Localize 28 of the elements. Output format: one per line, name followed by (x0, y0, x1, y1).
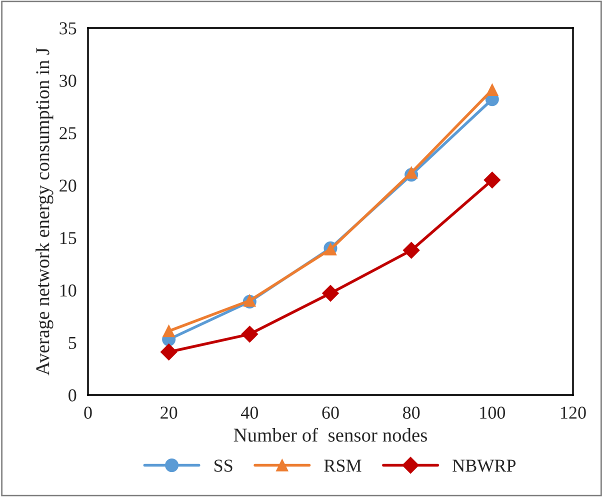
y-tick-label: 10 (60, 284, 76, 297)
x-tick-label: 100 (480, 406, 506, 419)
point (162, 324, 175, 338)
y-tick-label: 20 (60, 180, 76, 192)
point (402, 242, 420, 259)
point (486, 84, 498, 96)
y-tick-label: 30 (60, 74, 76, 87)
x-tick-label: 60 (322, 406, 339, 419)
point (322, 284, 339, 302)
y-axis-title: Average network energy consumption in J (36, 48, 54, 376)
y-tick-label: 5 (68, 337, 76, 350)
y-tick-label: 0 (68, 389, 76, 402)
x-tick-label: 120 (561, 406, 586, 419)
y-tick-label: 25 (60, 127, 76, 140)
legend-label: NBWRP (452, 460, 516, 472)
legend-label: SS (214, 460, 232, 472)
point (484, 172, 501, 188)
point (160, 344, 178, 360)
point (405, 166, 418, 179)
x-tick-label: 0 (84, 406, 92, 419)
y-tick-label: 15 (60, 232, 76, 244)
x-tick-label: 80 (402, 406, 420, 419)
point (241, 326, 258, 343)
y-tick-label: 35 (60, 22, 76, 34)
x-tick-label: 40 (240, 406, 258, 419)
x-tick-label: 20 (160, 406, 178, 419)
legend-label: RSM (324, 460, 362, 472)
x-axis-title: Number of sensor nodes (234, 428, 427, 442)
